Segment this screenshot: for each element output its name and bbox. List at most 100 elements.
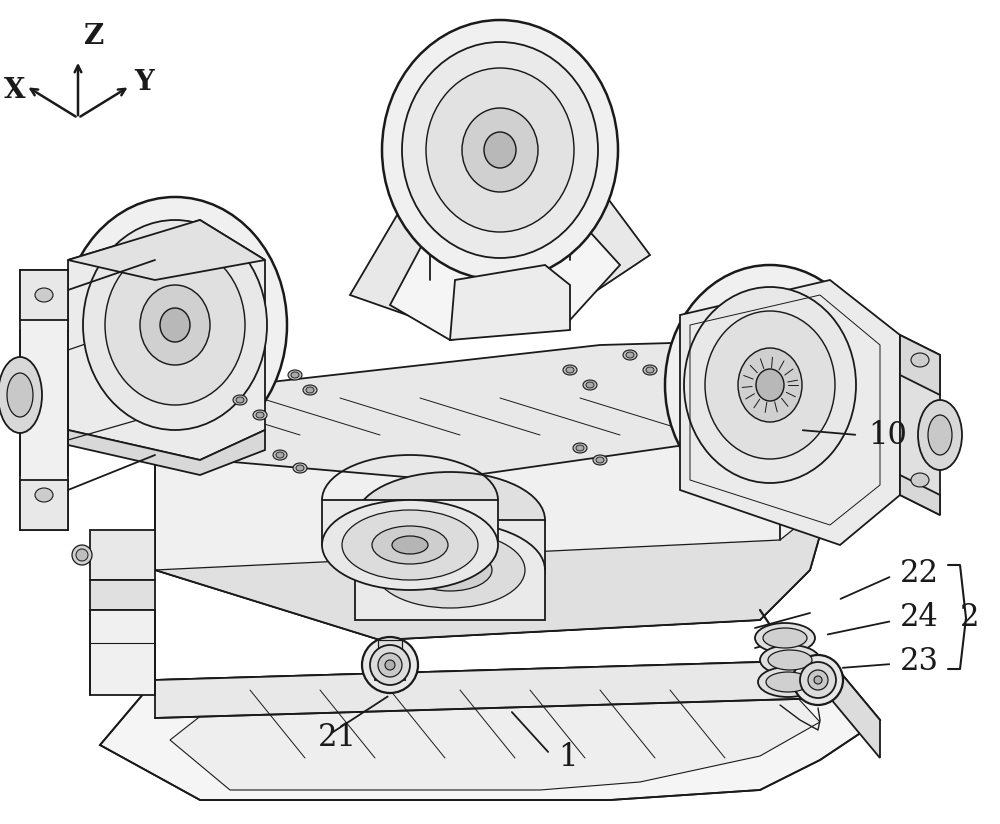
- Ellipse shape: [566, 367, 574, 373]
- Ellipse shape: [296, 465, 304, 471]
- Ellipse shape: [684, 287, 856, 483]
- Ellipse shape: [63, 197, 287, 453]
- Ellipse shape: [140, 285, 210, 365]
- Ellipse shape: [35, 288, 53, 302]
- Ellipse shape: [911, 353, 929, 367]
- Ellipse shape: [372, 526, 448, 564]
- Ellipse shape: [583, 380, 597, 390]
- Text: 1: 1: [558, 742, 578, 774]
- Text: 24: 24: [900, 602, 939, 634]
- Ellipse shape: [766, 672, 810, 692]
- Ellipse shape: [105, 245, 245, 405]
- Ellipse shape: [382, 20, 618, 280]
- Ellipse shape: [911, 473, 929, 487]
- Polygon shape: [20, 480, 68, 530]
- Ellipse shape: [355, 522, 545, 618]
- Ellipse shape: [362, 637, 418, 693]
- Polygon shape: [900, 335, 940, 515]
- Ellipse shape: [160, 308, 190, 342]
- Ellipse shape: [573, 443, 587, 453]
- Polygon shape: [155, 660, 830, 718]
- Ellipse shape: [76, 549, 88, 561]
- Ellipse shape: [233, 395, 247, 405]
- Ellipse shape: [623, 350, 637, 360]
- Ellipse shape: [7, 373, 33, 417]
- Ellipse shape: [918, 400, 962, 470]
- Text: 2: 2: [960, 602, 980, 634]
- Ellipse shape: [430, 560, 470, 580]
- Ellipse shape: [646, 367, 654, 373]
- Polygon shape: [355, 520, 545, 620]
- Polygon shape: [155, 340, 860, 640]
- Polygon shape: [155, 500, 830, 640]
- Text: 10: 10: [868, 419, 907, 451]
- Ellipse shape: [793, 655, 843, 705]
- Ellipse shape: [705, 311, 835, 459]
- Ellipse shape: [276, 452, 284, 458]
- Ellipse shape: [256, 412, 264, 418]
- Polygon shape: [322, 500, 498, 545]
- Ellipse shape: [586, 382, 594, 388]
- Polygon shape: [900, 335, 940, 395]
- Ellipse shape: [462, 108, 538, 192]
- Ellipse shape: [392, 536, 428, 554]
- Ellipse shape: [0, 357, 42, 433]
- Text: 22: 22: [900, 558, 939, 588]
- Ellipse shape: [322, 500, 498, 590]
- Polygon shape: [68, 220, 265, 280]
- Ellipse shape: [303, 385, 317, 395]
- Polygon shape: [450, 265, 570, 340]
- Ellipse shape: [563, 365, 577, 375]
- Text: Y: Y: [134, 68, 154, 96]
- Ellipse shape: [291, 372, 299, 378]
- Polygon shape: [155, 340, 860, 480]
- Ellipse shape: [355, 472, 545, 568]
- Polygon shape: [900, 475, 940, 515]
- Ellipse shape: [253, 410, 267, 420]
- Polygon shape: [90, 580, 155, 610]
- Ellipse shape: [375, 532, 525, 608]
- Polygon shape: [375, 668, 405, 680]
- Text: X: X: [4, 77, 26, 104]
- Text: Z: Z: [84, 23, 104, 50]
- Polygon shape: [830, 660, 880, 758]
- Text: 23: 23: [900, 645, 939, 677]
- Polygon shape: [378, 640, 402, 668]
- Ellipse shape: [755, 623, 815, 653]
- Ellipse shape: [72, 545, 92, 565]
- Ellipse shape: [763, 628, 807, 648]
- Ellipse shape: [760, 645, 820, 675]
- Ellipse shape: [593, 455, 607, 465]
- Ellipse shape: [83, 220, 267, 430]
- Polygon shape: [68, 220, 265, 460]
- Ellipse shape: [928, 415, 952, 455]
- Polygon shape: [350, 188, 650, 330]
- Polygon shape: [20, 270, 68, 320]
- Ellipse shape: [402, 42, 598, 258]
- Polygon shape: [100, 660, 880, 800]
- Ellipse shape: [35, 488, 53, 502]
- Polygon shape: [680, 280, 900, 545]
- Ellipse shape: [378, 653, 402, 677]
- Ellipse shape: [288, 370, 302, 380]
- Ellipse shape: [758, 667, 818, 697]
- Ellipse shape: [576, 445, 584, 451]
- Ellipse shape: [808, 670, 828, 690]
- Ellipse shape: [665, 265, 875, 505]
- Ellipse shape: [385, 660, 395, 670]
- Ellipse shape: [800, 662, 836, 698]
- Ellipse shape: [408, 549, 492, 591]
- Text: 21: 21: [318, 723, 357, 753]
- Ellipse shape: [236, 397, 244, 403]
- Ellipse shape: [738, 348, 802, 422]
- Polygon shape: [20, 270, 68, 530]
- Ellipse shape: [484, 132, 516, 168]
- Polygon shape: [390, 210, 620, 340]
- Ellipse shape: [293, 463, 307, 473]
- Ellipse shape: [814, 676, 822, 684]
- Polygon shape: [90, 530, 155, 580]
- Polygon shape: [90, 610, 155, 695]
- Polygon shape: [68, 430, 265, 475]
- Ellipse shape: [596, 457, 604, 463]
- Ellipse shape: [626, 352, 634, 358]
